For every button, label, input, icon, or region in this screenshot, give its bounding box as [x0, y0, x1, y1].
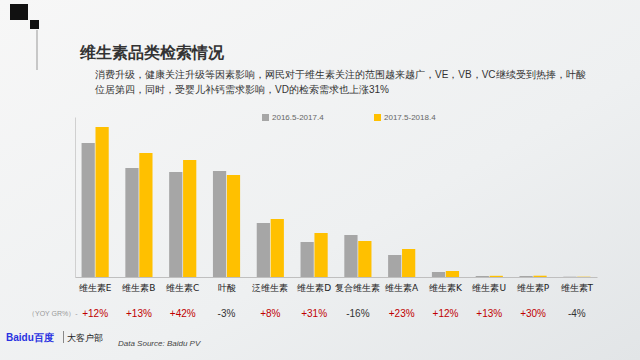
legend-swatch — [262, 114, 269, 121]
yoy-value: -4% — [568, 308, 586, 319]
yoy-value: +13% — [126, 308, 152, 319]
x-tick: 叶酸 — [218, 277, 236, 293]
yoy-value: -3% — [218, 308, 236, 319]
y-axis-line — [75, 118, 76, 278]
x-tick: 维生素A — [385, 277, 419, 293]
legend: 2016.5-2017.4 2017.5-2018.4 — [262, 113, 436, 122]
bar — [344, 235, 357, 277]
legend-item: 2016.5-2017.4 — [262, 113, 324, 122]
bar — [388, 255, 401, 277]
bar — [446, 271, 459, 277]
bar — [125, 168, 138, 277]
legend-swatch — [374, 114, 381, 121]
x-tick-label: 泛维生素 — [252, 283, 288, 293]
x-tick-label: 维生素A — [385, 283, 419, 293]
bar — [563, 276, 576, 277]
x-tick: 维生素U — [472, 277, 506, 293]
chart: 维生素品类检索情况消费升级，健康关注升级等因素影响，网民对于维生素关注的范围越来… — [0, 0, 640, 360]
bar — [257, 223, 270, 277]
yoy-value: +31% — [301, 308, 327, 319]
subtitle: 位居第四，同时，受婴儿补钙需求影响，VD的检索需求也上涨31% — [95, 84, 389, 95]
x-tick-label: 复合维生素 — [335, 283, 380, 293]
bar — [82, 143, 95, 277]
x-tick: 维生素B — [122, 277, 155, 293]
x-tick: 维生素T — [561, 277, 594, 293]
bars — [82, 127, 591, 277]
bar — [577, 276, 590, 277]
yoy-value: +30% — [520, 308, 546, 319]
legend-item: 2017.5-2018.4 — [374, 113, 436, 122]
bar — [476, 276, 489, 277]
bar — [271, 219, 284, 277]
decor-square — [10, 4, 28, 20]
logo: Baidu百度 — [6, 332, 54, 343]
x-tick-label: 维生素B — [122, 283, 155, 293]
x-tick: 维生素P — [517, 277, 550, 293]
background — [0, 0, 640, 360]
x-tick: 维生素D — [297, 277, 331, 293]
bar — [314, 233, 327, 277]
x-tick-label: 维生素D — [297, 283, 331, 293]
yoy-value: -16% — [346, 308, 369, 319]
decor-line — [37, 30, 38, 70]
bar — [213, 171, 226, 277]
x-tick-label: 维生素U — [472, 283, 506, 293]
x-tick-label: 维生素C — [166, 283, 199, 293]
yoy-value: +12% — [433, 308, 459, 319]
x-tick: 维生素E — [79, 277, 112, 293]
x-tick-label: 维生素P — [517, 283, 550, 293]
bar — [139, 153, 152, 277]
yoy-value: +13% — [476, 308, 502, 319]
yoy-value: +8% — [260, 308, 280, 319]
x-tick: 复合维生素 — [335, 277, 380, 293]
bar — [301, 242, 314, 277]
x-axis: 维生素E 维生素B 维生素C 叶酸 泛维生素维生素D 复合维生素维生素A 维生素K 维生素U 维… — [76, 277, 598, 293]
x-tick-label: 维生素K — [429, 283, 463, 293]
bar — [183, 160, 196, 277]
yoy-value: +12% — [82, 308, 108, 319]
yoy-label: （YOY GR%）- — [28, 310, 78, 318]
x-tick-label: 维生素T — [561, 283, 594, 293]
bar — [95, 127, 108, 277]
yoy-value: +42% — [170, 308, 196, 319]
bar — [490, 276, 503, 277]
bar — [432, 272, 445, 277]
subtitle: 消费升级，健康关注升级等因素影响，网民对于维生素关注的范围越来越广，VE，VB，… — [95, 69, 586, 80]
logo-dept: 大客户部 — [67, 333, 103, 343]
legend-label: 2016.5-2017.4 — [272, 113, 324, 122]
x-tick: 维生素K — [429, 277, 463, 293]
bar — [227, 175, 240, 277]
x-axis-line — [76, 277, 598, 278]
logo-divider — [63, 331, 64, 343]
legend-label: 2017.5-2018.4 — [384, 113, 436, 122]
x-tick: 泛维生素 — [252, 277, 288, 293]
bar — [358, 241, 371, 277]
x-tick-label: 叶酸 — [218, 283, 236, 293]
bar — [402, 249, 415, 277]
yoy-value: +23% — [389, 308, 415, 319]
bar — [519, 276, 532, 277]
title: 维生素品类检索情况 — [79, 44, 225, 61]
bar — [169, 172, 182, 277]
x-tick: 维生素C — [166, 277, 199, 293]
x-tick-label: 维生素E — [79, 283, 112, 293]
decor-square — [30, 20, 39, 29]
bar — [533, 276, 546, 277]
source: Data Source: Baidu PV — [118, 339, 201, 348]
y-axis — [75, 118, 76, 278]
